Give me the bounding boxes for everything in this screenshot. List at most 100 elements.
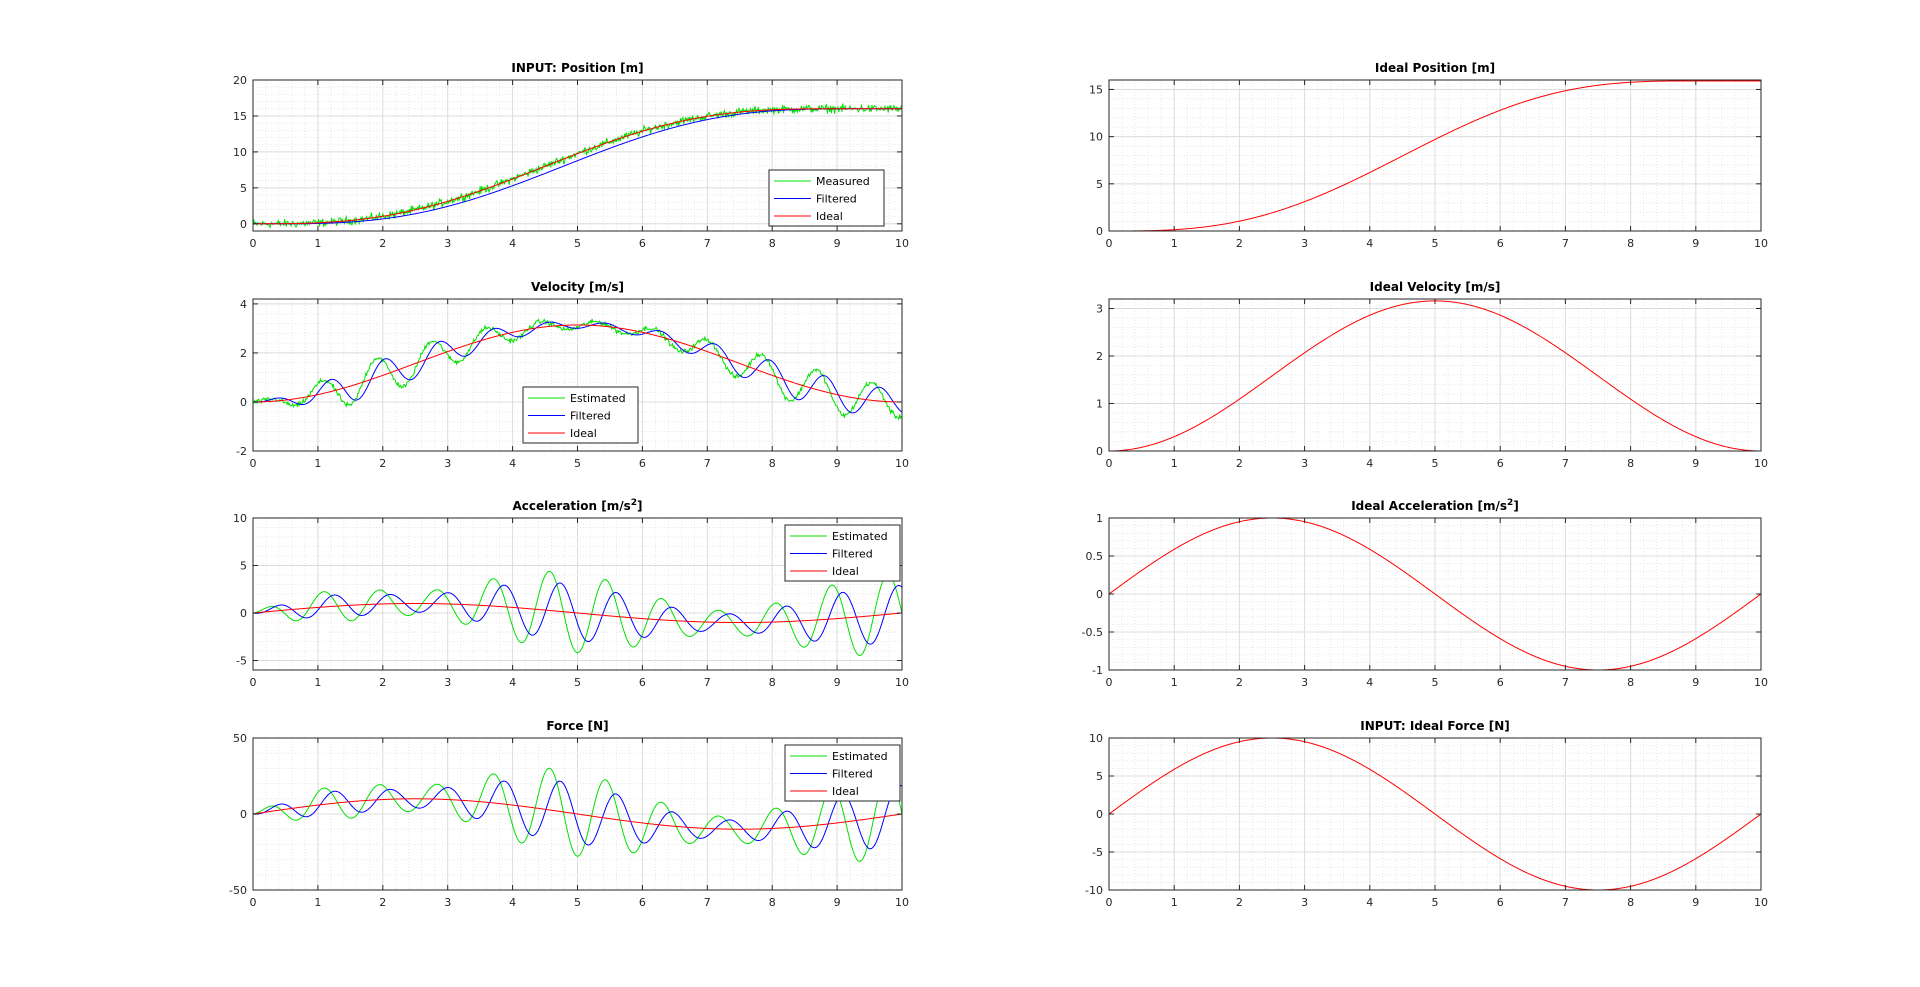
x-tick-label: 9 <box>834 896 841 909</box>
x-tick-label: 10 <box>895 896 909 909</box>
y-tick-label: 3 <box>1096 303 1103 316</box>
y-tick-label: 4 <box>240 298 247 311</box>
x-tick-label: 9 <box>1692 237 1699 250</box>
x-tick-label: 10 <box>1754 896 1768 909</box>
series-line-ideal <box>253 108 902 225</box>
x-tick-label: 8 <box>769 457 776 470</box>
x-tick-label: 5 <box>574 237 581 250</box>
legend-label: Estimated <box>832 530 888 543</box>
x-tick-label: 6 <box>1497 676 1504 689</box>
x-tick-label: 0 <box>1106 896 1113 909</box>
chart-title: Ideal Velocity [m/s] <box>1370 280 1501 294</box>
y-tick-label: 20 <box>233 74 247 87</box>
legend: Estimated Filtered Ideal <box>784 744 901 802</box>
y-tick-label: 1 <box>1096 398 1103 411</box>
y-tick-label: 0 <box>1096 588 1103 601</box>
chart-ideal-acceleration: 0 1 2 3 4 5 6 7 8 9 10 -1 -0.5 0 0.5 1 Ideal Acceleratio… <box>1082 498 1768 689</box>
legend-label: Measured <box>816 175 870 188</box>
series-line-filtered <box>253 780 902 850</box>
x-tick-label: 8 <box>769 676 776 689</box>
x-tick-label: 5 <box>574 896 581 909</box>
x-tick-label: 9 <box>834 676 841 689</box>
y-tick-label: -1 <box>1092 664 1103 677</box>
x-tick-label: 1 <box>1171 896 1178 909</box>
grid <box>1108 737 1762 891</box>
legend-label: Ideal <box>832 565 859 578</box>
x-tick-label: 4 <box>509 237 516 250</box>
y-tick-label: 5 <box>240 560 247 573</box>
legend-label: Ideal <box>832 785 859 798</box>
x-tick-label: 1 <box>1171 676 1178 689</box>
series-line-ideal <box>1109 738 1761 890</box>
x-tick-label: 0 <box>1106 237 1113 250</box>
x-tick-label: 5 <box>574 457 581 470</box>
x-tick-label: 3 <box>1301 676 1308 689</box>
x-tick-label: 5 <box>1432 896 1439 909</box>
x-tick-label: 8 <box>1627 896 1634 909</box>
series-line-filtered <box>253 321 902 414</box>
x-tick-label: 8 <box>769 237 776 250</box>
chart-ideal-force: 0 1 2 3 4 5 6 7 8 9 10 -10 -5 0 5 10 INPUT: Ideal Force … <box>1085 719 1768 909</box>
x-tick-label: 6 <box>639 676 646 689</box>
y-tick-label: 50 <box>233 732 247 745</box>
x-tick-label: 3 <box>444 896 451 909</box>
chart-position: 0 1 2 3 4 5 6 7 8 9 10 0 5 10 15 20 INPUT: Position [m] M… <box>233 61 909 250</box>
y-tick-label: 1 <box>1096 512 1103 525</box>
x-tick-label: 10 <box>895 676 909 689</box>
chart-title: INPUT: Ideal Force [N] <box>1360 719 1509 733</box>
legend-label: Ideal <box>816 210 843 223</box>
legend-label: Estimated <box>570 392 626 405</box>
x-tick-label: 4 <box>1366 896 1373 909</box>
y-tick-label: 0 <box>1096 225 1103 238</box>
y-tick-label: 5 <box>1096 770 1103 783</box>
y-tick-label: 10 <box>233 146 247 159</box>
x-tick-label: 3 <box>1301 896 1308 909</box>
x-tick-label: 2 <box>1236 676 1243 689</box>
x-tick-label: 1 <box>314 896 321 909</box>
x-tick-label: 7 <box>704 237 711 250</box>
y-tick-label: -0.5 <box>1082 626 1103 639</box>
x-tick-label: 1 <box>314 676 321 689</box>
x-tick-label: 0 <box>250 896 257 909</box>
y-tick-label: 0 <box>1096 445 1103 458</box>
x-tick-label: 1 <box>314 457 321 470</box>
x-tick-label: 7 <box>1562 676 1569 689</box>
x-tick-label: 9 <box>1692 457 1699 470</box>
series-line-ideal <box>253 603 902 623</box>
y-tick-label: -50 <box>229 884 247 897</box>
x-tick-label: 7 <box>704 676 711 689</box>
series-line-filtered <box>253 108 902 225</box>
x-tick-label: 4 <box>1366 237 1373 250</box>
x-tick-label: 2 <box>379 676 386 689</box>
series-line-ideal <box>1109 80 1761 231</box>
chart-title: Ideal Acceleration [m/s2] <box>1351 498 1519 513</box>
x-tick-label: 1 <box>1171 457 1178 470</box>
legend-label: Filtered <box>832 768 873 781</box>
series-line-estimated <box>253 318 902 421</box>
x-tick-label: 9 <box>834 237 841 250</box>
y-tick-label: -10 <box>1085 884 1103 897</box>
y-tick-label: 10 <box>1089 131 1103 144</box>
x-tick-label: 4 <box>1366 457 1373 470</box>
series-line-ideal <box>253 798 902 830</box>
x-tick-label: 4 <box>509 676 516 689</box>
x-tick-label: 7 <box>704 457 711 470</box>
y-tick-label: -5 <box>236 655 247 668</box>
x-tick-label: 5 <box>1432 237 1439 250</box>
x-tick-label: 10 <box>1754 457 1768 470</box>
x-tick-label: 3 <box>1301 237 1308 250</box>
x-tick-label: 2 <box>379 237 386 250</box>
chart-ideal-velocity: 0 1 2 3 4 5 6 7 8 9 10 0 1 2 3 Ideal Velocity [m/s] <box>1096 280 1768 470</box>
x-tick-label: 9 <box>1692 896 1699 909</box>
y-tick-label: -2 <box>236 445 247 458</box>
legend-label: Estimated <box>832 750 888 763</box>
x-tick-label: 6 <box>639 457 646 470</box>
x-tick-label: 3 <box>444 676 451 689</box>
x-tick-label: 3 <box>1301 457 1308 470</box>
y-tick-label: 5 <box>240 182 247 195</box>
x-tick-label: 1 <box>314 237 321 250</box>
x-tick-label: 2 <box>1236 896 1243 909</box>
x-tick-label: 8 <box>1627 457 1634 470</box>
chart-title: Velocity [m/s] <box>531 280 624 294</box>
